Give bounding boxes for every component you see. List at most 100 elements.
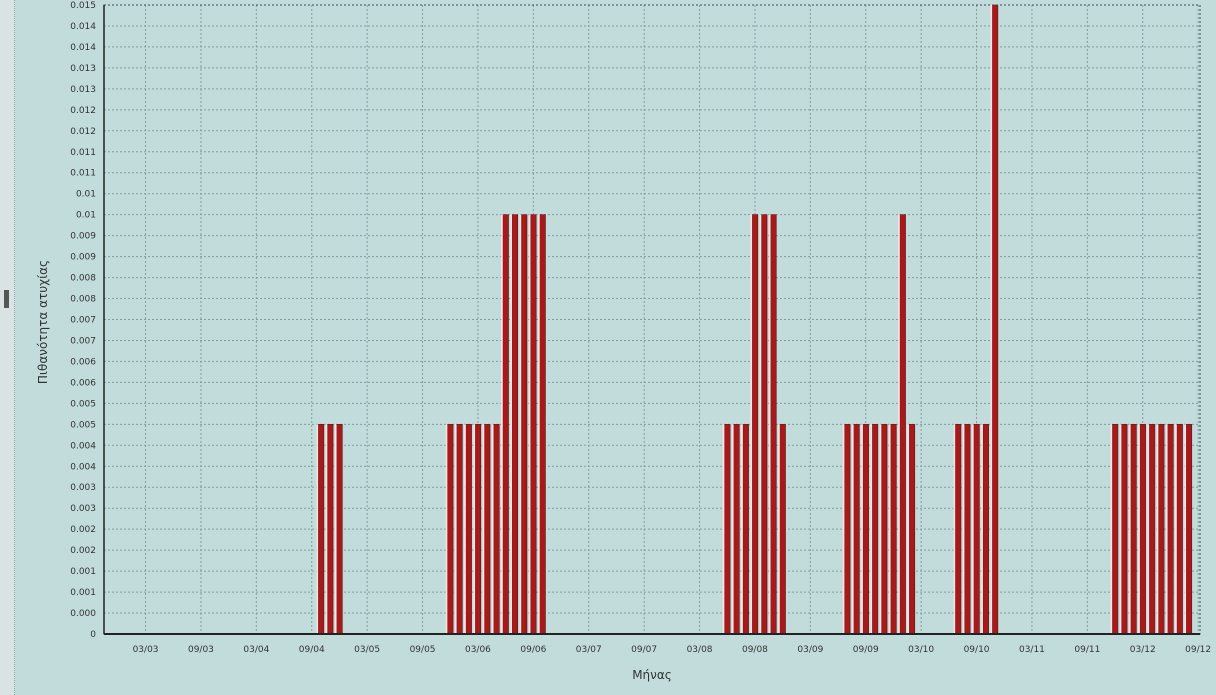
bar (1185, 424, 1193, 635)
y-tick-label: 0.014 (70, 22, 96, 32)
y-tick-label: 0 (90, 630, 96, 640)
bar (982, 424, 989, 635)
bar (761, 214, 768, 635)
y-tick-label: 0.009 (70, 253, 96, 263)
bar (844, 424, 851, 635)
bar (742, 424, 749, 635)
bar (890, 424, 897, 635)
x-tick-label: 03/08 (687, 645, 713, 655)
bar (484, 424, 491, 635)
window-left-edge (0, 0, 15, 695)
bar (317, 424, 325, 635)
bar (779, 424, 786, 635)
y-tick-label: 0.012 (70, 106, 96, 116)
y-axis-title: Πιθανότητα ατυχίας (36, 260, 50, 384)
y-tick-label: 0.008 (70, 274, 96, 284)
y-tick-label: 0.015 (70, 1, 96, 11)
y-tick-label: 0.012 (70, 127, 96, 137)
bar (1167, 424, 1174, 635)
bar (465, 424, 472, 635)
bar (1148, 424, 1156, 635)
x-tick-label: 03/05 (354, 645, 380, 655)
bar (770, 214, 777, 635)
y-tick-label: 0.002 (70, 546, 96, 556)
bar-layer (316, 4, 1193, 635)
x-tick-label: 09/05 (410, 645, 436, 655)
x-tick-label: 03/03 (133, 645, 159, 655)
y-tick-label: 0.014 (70, 43, 96, 53)
y-tick-label: 0.013 (70, 85, 96, 95)
bar (751, 214, 759, 635)
bar (871, 424, 879, 635)
bar (474, 424, 482, 635)
bar (327, 424, 334, 635)
y-tick-label: 0.005 (70, 399, 96, 409)
bar (733, 424, 740, 635)
y-tick-label: 0.006 (70, 378, 96, 388)
bar (899, 214, 906, 635)
y-tick-label: 0.004 (70, 462, 96, 472)
edge-marker (4, 290, 9, 308)
x-tick-label: 03/09 (797, 645, 823, 655)
label-layer: 0 0.000 0.001 0.001 0.002 0.002 0.003 0.003 0.00… (70, 1, 1211, 655)
x-tick-label: 09/08 (742, 645, 768, 655)
bar (862, 424, 869, 635)
y-tick-label: 0.003 (70, 483, 96, 493)
x-tick-label: 03/06 (465, 645, 491, 655)
y-tick-label: 0.003 (70, 504, 96, 514)
bar (502, 214, 509, 635)
bar (1130, 424, 1137, 635)
grid-layer (104, 4, 1200, 634)
bar (539, 214, 546, 635)
bar (991, 4, 999, 635)
x-tick-label: 09/03 (188, 645, 214, 655)
x-axis-title: Μήνας (632, 668, 672, 682)
bar (520, 214, 528, 635)
bar (1139, 424, 1146, 635)
y-tick-label: 0.004 (70, 441, 96, 451)
bar (456, 424, 463, 635)
x-tick-label: 09/09 (853, 645, 879, 655)
axis-layer (103, 4, 1201, 635)
y-tick-label: 0.001 (70, 567, 96, 577)
x-tick-label: 03/04 (243, 645, 269, 655)
y-tick-label: 0.013 (70, 64, 96, 74)
bar (1121, 424, 1128, 635)
x-tick-label: 09/10 (964, 645, 990, 655)
y-tick-label: 0.01 (76, 211, 96, 221)
bar (724, 424, 731, 635)
x-tick-label: 09/07 (631, 645, 657, 655)
y-tick-label: 0.007 (70, 316, 96, 326)
x-tick-label: 03/11 (1019, 645, 1045, 655)
y-tick-label: 0.008 (70, 295, 96, 305)
y-tick-label: 0.01 (76, 190, 96, 200)
bar (908, 424, 916, 635)
bar (511, 214, 519, 635)
x-tick-label: 09/04 (299, 645, 325, 655)
y-tick-label: 0.011 (70, 169, 96, 179)
bar (964, 424, 971, 635)
y-tick-label: 0.011 (70, 148, 96, 158)
bar (1158, 424, 1165, 635)
bar (853, 424, 860, 635)
y-tick-label: 0.005 (70, 420, 96, 430)
x-tick-label: 03/07 (576, 645, 602, 655)
bar (530, 214, 537, 635)
x-tick-label: 03/10 (908, 645, 934, 655)
x-tick-label: 09/12 (1185, 645, 1211, 655)
y-tick-label: 0.009 (70, 232, 96, 242)
bar (1111, 424, 1119, 635)
bar (881, 424, 888, 635)
bar (447, 424, 454, 635)
bar (336, 424, 343, 635)
x-tick-label: 03/12 (1130, 645, 1156, 655)
x-tick-label: 09/06 (520, 645, 546, 655)
x-tick-label: 09/11 (1074, 645, 1100, 655)
y-tick-label: 0.007 (70, 336, 96, 346)
y-tick-label: 0.001 (70, 588, 96, 598)
bar (973, 424, 980, 635)
bar (1176, 424, 1183, 635)
y-tick-label: 0.006 (70, 357, 96, 367)
y-tick-label: 0.000 (70, 609, 96, 619)
